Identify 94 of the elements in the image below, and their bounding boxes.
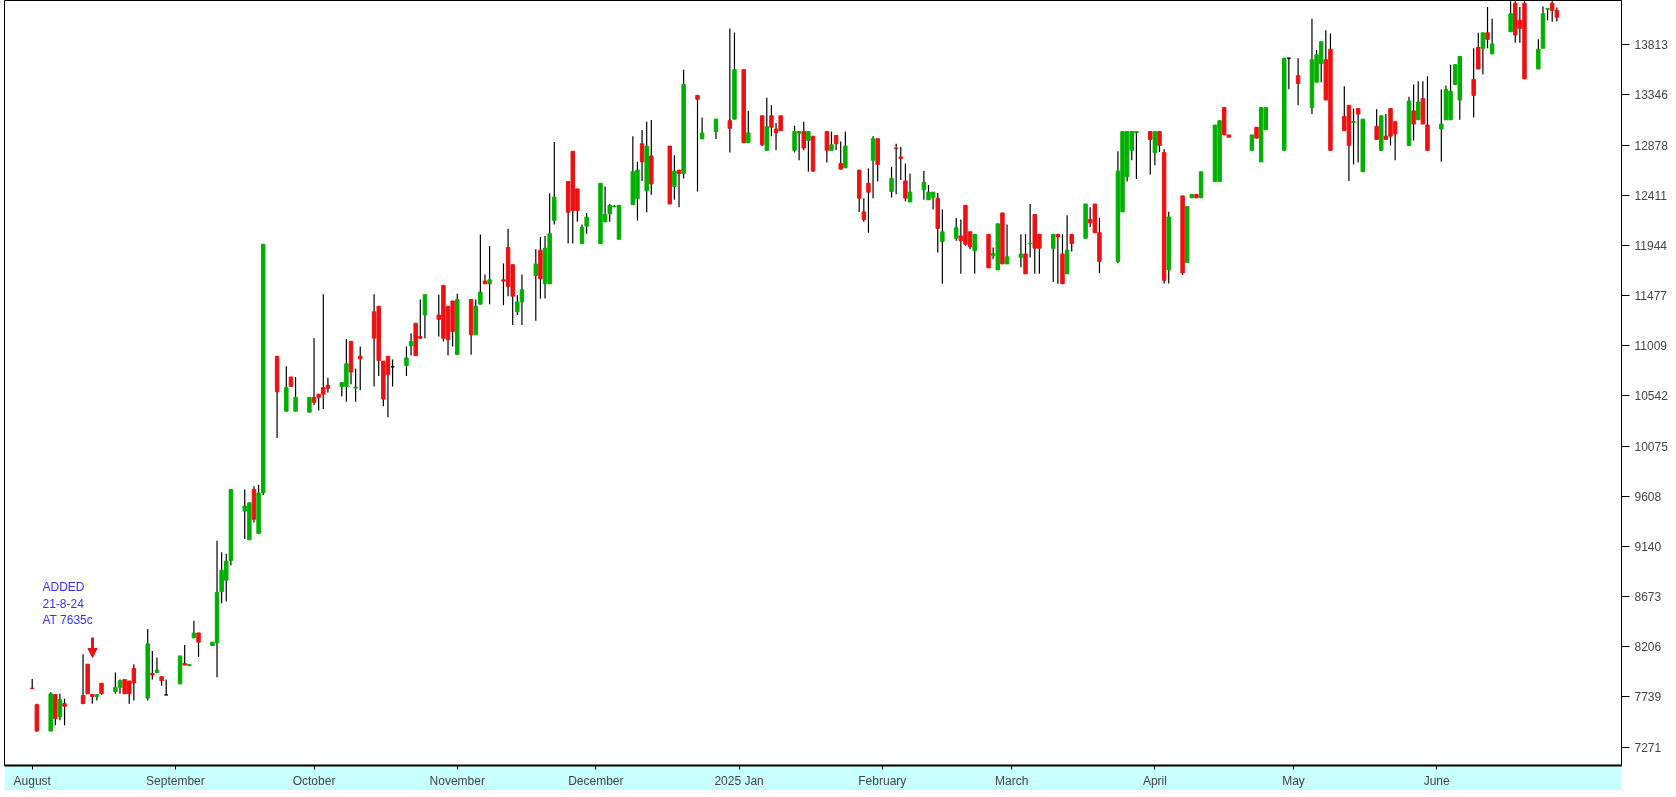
x-tick-label: November <box>429 773 485 788</box>
candlestick <box>1374 108 1379 141</box>
candlestick <box>727 27 733 154</box>
candlestick <box>533 248 539 322</box>
annotation: ADDED 21-8-24 AT 7635c <box>42 579 93 628</box>
candlestick <box>806 130 811 173</box>
x-tick-label: September <box>146 773 205 788</box>
candlestick <box>487 245 492 305</box>
y-tick-label: 10542 <box>1634 389 1669 404</box>
candlestick <box>422 294 428 339</box>
candlestick <box>699 116 705 140</box>
candlestick <box>824 130 830 164</box>
y-tick-label: 11477 <box>1634 289 1668 304</box>
candlestick <box>829 130 834 151</box>
candlestick <box>1471 47 1476 119</box>
x-tick-label: December <box>568 773 624 788</box>
candlestick <box>113 671 118 695</box>
candlestick <box>150 650 155 681</box>
candlestick <box>796 130 802 161</box>
candlestick <box>1411 83 1416 142</box>
candlestick <box>1351 107 1356 166</box>
candlestick <box>1295 57 1301 106</box>
x-tick-label: March <box>994 773 1029 788</box>
candlestick <box>1157 130 1162 153</box>
candlestick <box>311 337 317 406</box>
candlestick <box>639 129 645 182</box>
candlestick <box>1536 38 1541 70</box>
candlestick <box>921 170 927 201</box>
x-tick-label: May <box>1282 773 1305 788</box>
candlestick <box>62 698 67 726</box>
candlestick <box>1439 88 1444 163</box>
y-tick-label: 7739 <box>1634 690 1662 705</box>
candlestick <box>1004 223 1010 265</box>
candlestick <box>131 663 137 702</box>
y-tick-label: 8673 <box>1634 590 1662 605</box>
candlestick <box>903 162 908 202</box>
candlestick <box>57 693 63 721</box>
y-tick-label: 11944 <box>1634 238 1668 253</box>
candlestick <box>1051 233 1056 283</box>
candlestick <box>404 345 409 377</box>
candlestick <box>1489 18 1495 55</box>
candlestick <box>80 653 86 705</box>
y-tick-label: 9608 <box>1634 489 1662 504</box>
candlestick <box>196 632 201 658</box>
x-tick-label: October <box>292 773 336 788</box>
candlestick <box>889 166 894 198</box>
candlestick <box>1355 107 1361 164</box>
y-tick-label: 9140 <box>1634 540 1662 554</box>
candlestick <box>482 273 488 285</box>
candlestick <box>1415 80 1421 121</box>
candlestick <box>552 141 557 226</box>
candlestick <box>358 345 363 391</box>
y-tick-label: 12878 <box>1634 138 1669 153</box>
y-tick-label: 8206 <box>1634 640 1662 655</box>
candlestick <box>1018 233 1024 268</box>
candlestick <box>478 233 483 305</box>
y-tick-label: 7271 <box>1634 740 1662 755</box>
candlestick <box>1064 214 1070 275</box>
candlestick <box>695 94 700 193</box>
candlestick <box>191 620 197 639</box>
candlestick <box>713 118 719 140</box>
y-tick-label: 10075 <box>1634 439 1669 454</box>
candlestick <box>861 197 867 223</box>
candlestick <box>154 657 160 674</box>
x-tick-label: April <box>1142 773 1167 788</box>
x-tick-label: August <box>13 773 52 788</box>
candlestick <box>1286 57 1292 90</box>
candlestick <box>385 355 391 418</box>
candlestick <box>293 376 298 412</box>
candlestick <box>838 140 843 170</box>
candlestick <box>353 368 358 403</box>
candlestick <box>1055 233 1061 285</box>
candlestick <box>676 169 682 208</box>
y-tick-label: 11009 <box>1634 339 1668 354</box>
candlestick <box>746 110 751 144</box>
y-tick-label: 12411 <box>1634 188 1668 203</box>
y-tick-label: 13813 <box>1634 38 1669 53</box>
candlestick <box>1148 130 1153 176</box>
candlestick <box>1480 32 1486 76</box>
candlestick <box>284 365 289 412</box>
candlestick <box>972 233 977 275</box>
candlestick <box>1485 6 1490 49</box>
x-tick-label: February <box>858 773 907 788</box>
x-tick-label: June <box>1423 773 1451 788</box>
candlestick <box>940 209 945 285</box>
candlestick <box>519 273 525 326</box>
candlestick <box>870 135 876 199</box>
candlestick <box>893 143 899 195</box>
x-tick-label: 2025 Jan <box>714 773 764 788</box>
candlestick <box>764 97 770 151</box>
candlestick <box>843 130 848 169</box>
y-tick-label: 13346 <box>1634 88 1669 103</box>
candlestick <box>907 172 913 203</box>
candlestick <box>182 644 187 666</box>
